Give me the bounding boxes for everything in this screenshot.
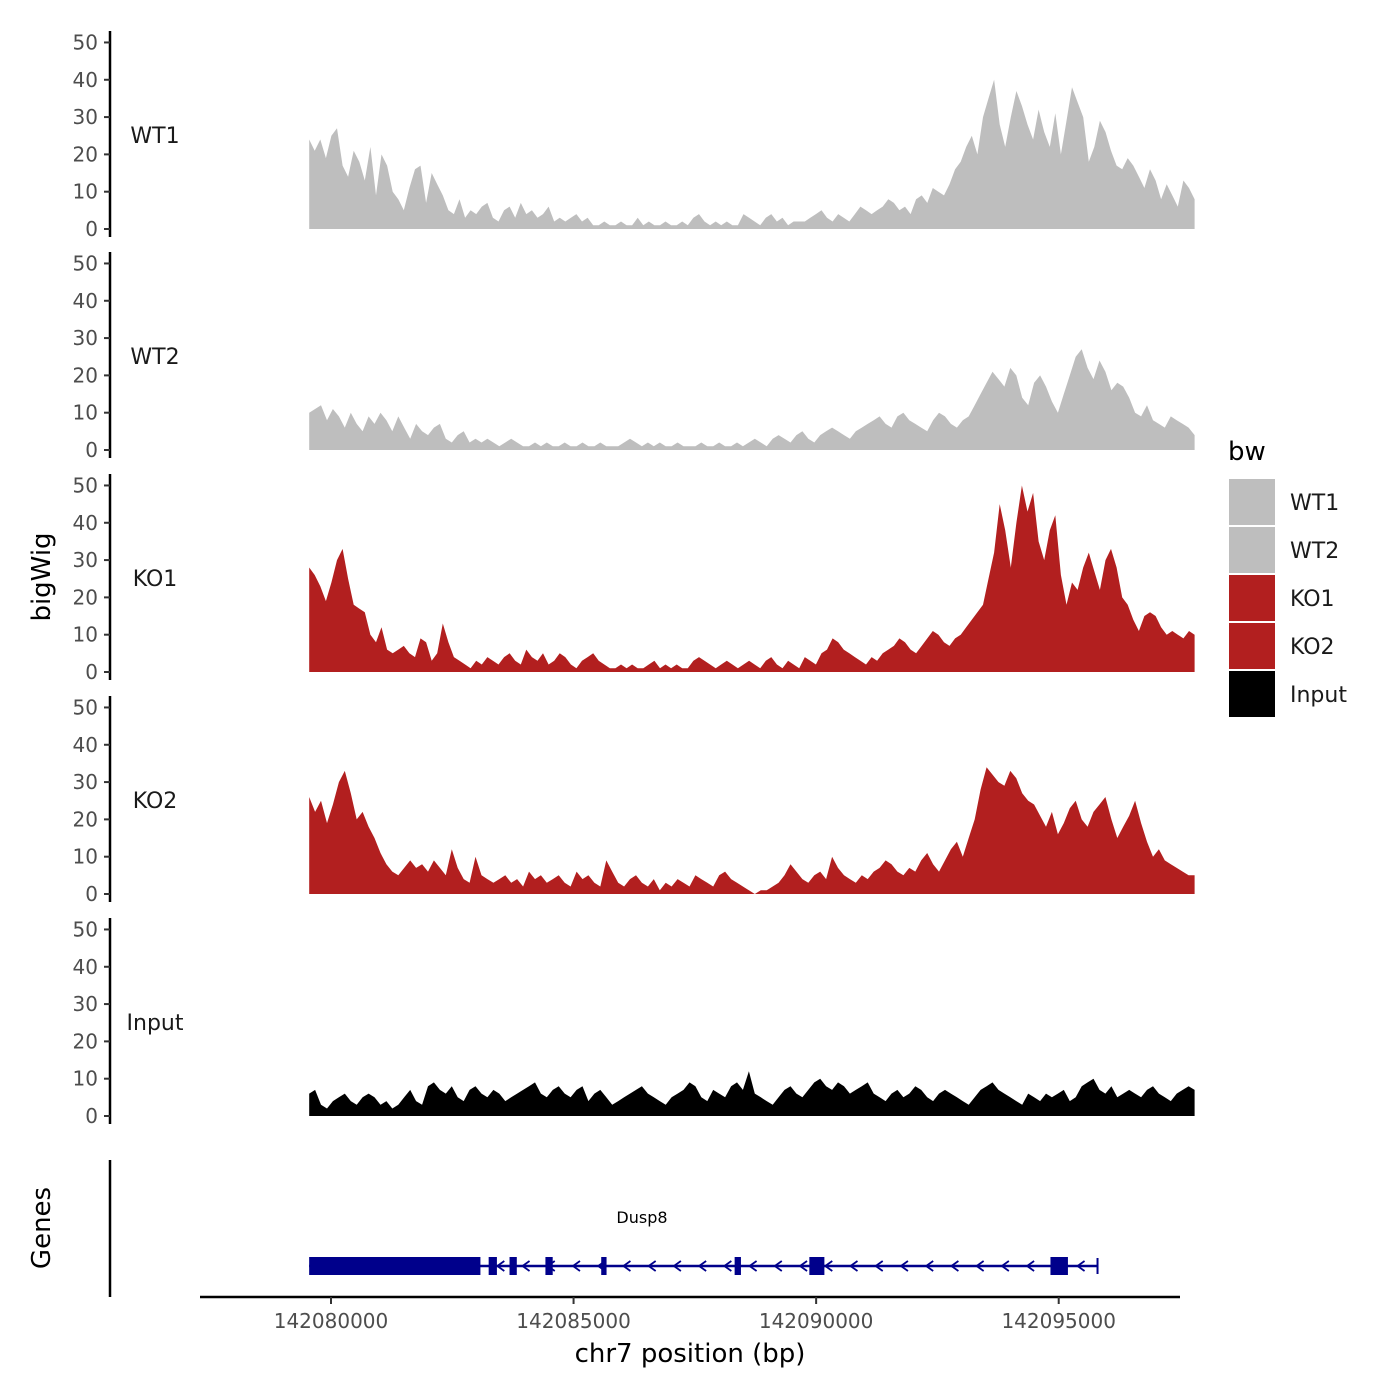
gene-name-label: Dusp8 [616,1208,667,1227]
gene-exon [734,1257,741,1275]
strand-chevron [571,1260,581,1272]
y-tick-label: 50 [73,473,98,497]
y-tick-label: 20 [73,585,98,609]
strand-chevron [975,1260,985,1272]
y-tick-label: 30 [73,326,98,350]
track-label: WT1 [130,124,179,149]
x-axis-title: chr7 position (bp) [575,1339,806,1369]
track-panel-input: 0 10 20 30 40 50 Input [73,917,1195,1128]
y-tick-label: 10 [73,845,98,869]
tracks-layer: 0 10 20 30 40 50 WT1 0 10 20 30 40 50 WT2 0 10 20 30 40 50 K… [73,30,1195,1128]
genes-axis-title: Genes [27,1187,57,1269]
strand-chevron [773,1260,783,1272]
strand-chevron [722,1260,732,1272]
x-tick-label: 142085000 [516,1309,631,1333]
x-axis: 142080000 142085000 142090000 142095000 [200,1295,1180,1333]
track-panel-ko1: 0 10 20 30 40 50 KO1 [73,473,1195,684]
strand-chevron [1025,1260,1035,1272]
y-tick-label: 0 [85,660,98,684]
gene-track: Dusp8 [108,1160,1099,1297]
gene-exon [809,1257,825,1275]
y-tick-label: 10 [73,623,98,647]
strand-chevron [621,1260,631,1272]
strand-chevron [823,1260,833,1272]
x-tick-label: 142090000 [759,1309,874,1333]
strand-chevron [949,1260,959,1272]
strand-chevron [495,1260,505,1272]
coverage-area-wt2 [309,349,1195,450]
y-tick-label: 30 [73,548,98,572]
y-tick-label: 50 [73,695,98,719]
legend-label: Input [1290,683,1347,708]
x-tick-label: 142095000 [1001,1309,1116,1333]
strand-chevron [647,1260,657,1272]
coverage-area-ko1 [309,485,1195,672]
strand-chevron [798,1260,808,1272]
y-tick-label: 40 [73,733,98,757]
strand-chevron [848,1260,859,1272]
y-tick-label: 50 [73,30,98,54]
y-tick-label: 10 [73,401,98,425]
y-tick-label: 10 [73,180,98,204]
legend-label: KO2 [1290,635,1335,660]
legend-key-input [1229,671,1275,717]
legend-title: bw [1228,437,1266,467]
y-tick-label: 50 [73,917,98,941]
y-tick-label: 30 [73,992,98,1016]
y-tick-label: 50 [73,251,98,275]
track-panel-ko2: 0 10 20 30 40 50 KO2 [73,695,1195,906]
legend: WT1 WT2 KO1 KO2 Input [1229,479,1347,717]
y-tick-label: 0 [85,438,98,462]
y-tick-label: 0 [85,217,98,241]
gene-exon [309,1257,481,1275]
y-tick-label: 30 [73,770,98,794]
strand-chevron [697,1260,707,1272]
track-label: KO1 [133,567,178,592]
legend-key-wt1 [1229,479,1275,525]
gene-exon [488,1257,497,1275]
track-label: KO2 [133,789,178,814]
track-label: Input [127,1011,184,1036]
strand-chevron [520,1260,531,1272]
gene-exon [1050,1257,1068,1275]
legend-key-ko1 [1229,575,1275,621]
y-tick-label: 20 [73,807,98,831]
gene-exon [509,1257,517,1275]
legend-label: WT2 [1290,539,1339,564]
y-tick-label: 30 [73,105,98,129]
y-tick-label: 0 [85,1104,98,1128]
y-tick-label: 40 [73,289,98,313]
strand-chevron [672,1260,682,1272]
legend-key-ko2 [1229,623,1275,669]
track-panel-wt2: 0 10 20 30 40 50 WT2 [73,251,1195,462]
strand-chevron [1000,1260,1010,1272]
strand-chevron [874,1260,884,1272]
coverage-area-wt1 [309,79,1195,229]
strand-chevron [748,1260,758,1272]
strand-chevron [924,1260,934,1272]
gene-exon [601,1257,607,1275]
track-panel-wt1: 0 10 20 30 40 50 WT1 [73,30,1195,241]
x-tick-label: 142080000 [274,1309,389,1333]
y-tick-label: 40 [73,955,98,979]
y-tick-label: 10 [73,1067,98,1091]
gene-exon [545,1257,553,1275]
legend-label: KO1 [1290,587,1335,612]
coverage-area-ko2 [309,767,1195,894]
y-axis-title: bigWig [27,532,57,621]
y-tick-label: 20 [73,363,98,387]
y-tick-label: 20 [73,142,98,166]
y-tick-label: 40 [73,511,98,535]
legend-label: WT1 [1290,491,1339,516]
strand-chevron [1075,1260,1086,1272]
coverage-area-input [309,1071,1195,1116]
track-label: WT2 [130,345,179,370]
y-tick-label: 40 [73,68,98,92]
y-tick-label: 20 [73,1029,98,1053]
y-tick-label: 0 [85,882,98,906]
strand-chevron [899,1260,909,1272]
legend-key-wt2 [1229,527,1275,573]
